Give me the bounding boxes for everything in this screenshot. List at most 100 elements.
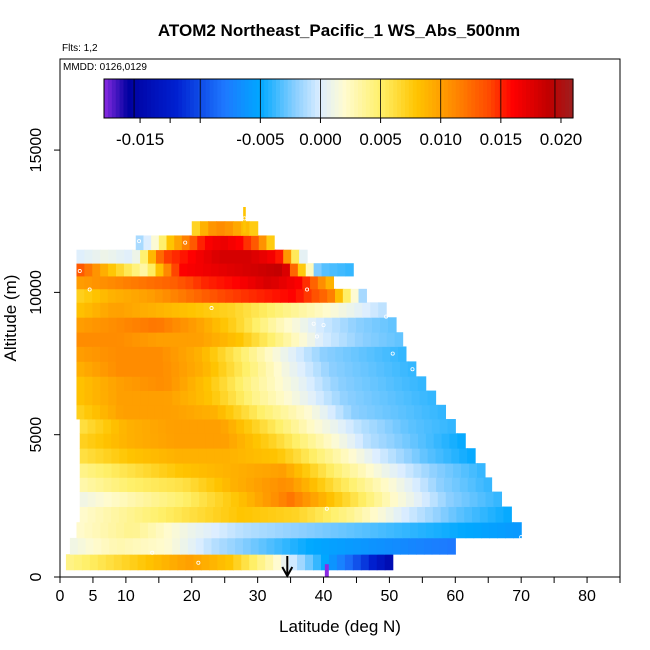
- heatmap-cell: [377, 506, 387, 523]
- colorbar-swatch: [252, 79, 258, 118]
- heatmap-cell: [100, 302, 109, 318]
- heatmap-cell: [346, 522, 356, 539]
- heatmap-cell: [198, 448, 207, 464]
- heatmap-cell: [350, 491, 359, 507]
- colorbar-swatch: [283, 79, 289, 118]
- heatmap-cell: [206, 463, 216, 478]
- heatmap-cell: [338, 302, 348, 318]
- heatmap-cell: [211, 522, 221, 539]
- heatmap-cell: [275, 419, 284, 434]
- heatmap-cell: [84, 302, 93, 318]
- heatmap-cell: [241, 288, 250, 303]
- heatmap-cell: [339, 433, 348, 449]
- heatmap-cell: [282, 522, 292, 539]
- heatmap-cell: [79, 419, 89, 434]
- heatmap-cell: [131, 288, 140, 303]
- heatmap-cell: [76, 404, 85, 420]
- heatmap-cell: [432, 506, 442, 523]
- heatmap-cell: [108, 390, 117, 406]
- colorbar-swatch: [361, 79, 367, 118]
- colorbar-swatch: [506, 79, 512, 118]
- heatmap-cell: [155, 522, 165, 539]
- heatmap-cell: [447, 537, 456, 555]
- heatmap-cell: [350, 346, 360, 362]
- heatmap-cell: [313, 263, 323, 277]
- heatmap-cell: [182, 433, 191, 449]
- colorbar-swatch: [299, 79, 304, 118]
- colorbar: -0.015 -0.005 0.000 0.005 0.010 0.015 0.020: [103, 78, 583, 149]
- heatmap-cell: [178, 288, 187, 303]
- heatmap-cell: [465, 522, 475, 539]
- heatmap-cell: [251, 419, 261, 434]
- colorbar-swatch: [479, 79, 484, 118]
- heatmap-cell: [332, 317, 341, 333]
- heatmap-cell: [256, 346, 266, 362]
- heatmap-cell: [257, 361, 267, 377]
- heatmap-cell: [163, 249, 173, 264]
- heatmap-cell: [190, 448, 199, 464]
- heatmap-cell: [140, 249, 149, 264]
- heatmap-cell: [411, 448, 421, 464]
- sample-point: [311, 321, 316, 326]
- heatmap-cell: [397, 491, 407, 507]
- sample-point: [77, 269, 82, 274]
- heatmap-cell: [444, 477, 453, 493]
- heatmap-cell: [441, 433, 451, 449]
- heatmap-cell: [159, 463, 168, 478]
- colorbar-tick-label: 0.020: [540, 130, 583, 149]
- colorbar-swatch: [174, 79, 179, 118]
- heatmap-cell: [154, 346, 164, 362]
- heatmap-cell: [187, 522, 197, 539]
- heatmap-cell: [76, 346, 85, 362]
- heatmap-cell: [145, 554, 155, 571]
- x-tick-label: 5: [88, 588, 97, 605]
- heatmap-cell: [267, 249, 276, 264]
- heatmap-cell: [274, 302, 284, 318]
- heatmap-cell: [315, 332, 324, 347]
- heatmap-cell: [305, 361, 314, 377]
- heatmap-cell: [267, 419, 276, 434]
- heatmap-cell: [87, 433, 97, 449]
- heatmap-cell: [163, 522, 173, 539]
- heatmap-cell: [130, 276, 140, 290]
- heatmap-cell: [266, 376, 276, 391]
- heatmap-cell: [437, 404, 447, 420]
- heatmap-cell: [252, 390, 261, 406]
- heatmap-cell: [228, 419, 237, 434]
- heatmap-cell: [236, 317, 245, 333]
- heatmap-cell: [253, 477, 263, 493]
- heatmap-cell: [109, 537, 118, 555]
- heatmap-cell: [431, 537, 441, 555]
- heatmap-cell: [234, 361, 243, 377]
- heatmap-cell: [172, 317, 181, 333]
- heatmap-cell: [276, 317, 285, 333]
- heatmap-cell: [503, 506, 512, 523]
- sample-point: [137, 239, 142, 244]
- heatmap-cell: [132, 317, 141, 333]
- heatmap-cell: [217, 288, 226, 303]
- heatmap-cell: [284, 433, 293, 449]
- heatmap-cell: [204, 419, 214, 434]
- heatmap-cell: [219, 537, 228, 555]
- heatmap-cell: [213, 433, 222, 449]
- heatmap-cell: [464, 506, 473, 523]
- colorbar-swatch: [154, 79, 160, 118]
- heatmap-row: [79, 419, 456, 434]
- heatmap-cell: [249, 554, 258, 571]
- heatmap-cell: [317, 477, 326, 493]
- heatmap-cell: [173, 419, 183, 434]
- heatmap-cell: [315, 506, 324, 523]
- heatmap-cell: [111, 448, 120, 464]
- heatmap-cell: [166, 433, 175, 449]
- heatmap-cell: [461, 491, 471, 507]
- heatmap-cell: [202, 361, 212, 377]
- heatmap-cell: [232, 276, 241, 290]
- x-axis: 0 5 10 20 30 40 50 60 70 80: [56, 577, 621, 605]
- heatmap-row: [76, 361, 417, 377]
- heatmap-cell: [289, 361, 299, 377]
- heatmap-cell: [283, 332, 292, 347]
- heatmap-cell: [111, 491, 121, 507]
- heatmap-cell: [325, 477, 334, 493]
- colorbar-swatch: [377, 79, 383, 118]
- heatmap-cell: [250, 537, 260, 555]
